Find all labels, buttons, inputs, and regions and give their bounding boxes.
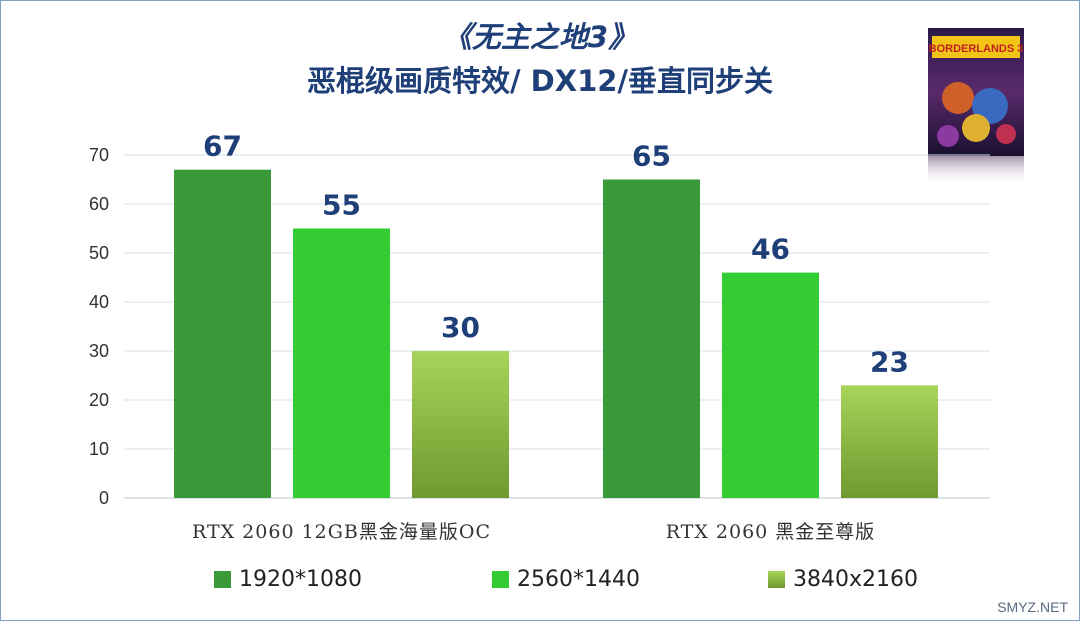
y-tick-label: 10 [89,439,109,459]
chart-subtitle: 恶棍级画质特效/ DX12/垂直同步关 [306,64,774,98]
y-tick-label: 70 [89,145,109,165]
legend-swatch [214,570,231,588]
x-category-label: RTX 2060 黑金至尊版 [666,521,876,543]
legend-label: 1920*1080 [239,566,362,592]
chart-title: 《无主之地3》 [442,20,638,54]
game-cover-image: BORDERLANDS 3 [928,28,1024,186]
bar [841,385,938,498]
bar-value-label: 65 [632,140,671,173]
bar-value-label: 46 [751,233,790,266]
bar [412,351,509,498]
bar [603,179,700,498]
legend-item-1080p: 1920*1080 [214,566,362,592]
y-tick-label: 40 [89,292,109,312]
x-category-label: RTX 2060 12GB黑金海量版OC [192,521,491,543]
legend-swatch [768,570,785,588]
cover-art-logo: BORDERLANDS 3 [929,43,1024,55]
legend-label: 2560*1440 [517,566,640,592]
y-tick-label: 60 [89,194,109,214]
y-tick-label: 0 [99,488,109,508]
bar-value-label: 23 [870,345,909,378]
y-tick-label: 30 [89,341,109,361]
bar [293,228,390,498]
y-tick-label: 50 [89,243,109,263]
bar [722,272,819,498]
y-tick-label: 20 [89,390,109,410]
bar-value-label: 30 [441,311,480,344]
legend-swatch [492,570,509,588]
legend-label: 3840x2160 [793,566,918,592]
bar-value-label: 67 [203,130,242,163]
bar [174,169,271,498]
legend-item-1440p: 2560*1440 [492,566,640,592]
watermark: SMYZ.NET [997,599,1068,615]
bar-value-label: 55 [322,189,361,222]
legend-item-2160p: 3840x2160 [768,566,918,592]
